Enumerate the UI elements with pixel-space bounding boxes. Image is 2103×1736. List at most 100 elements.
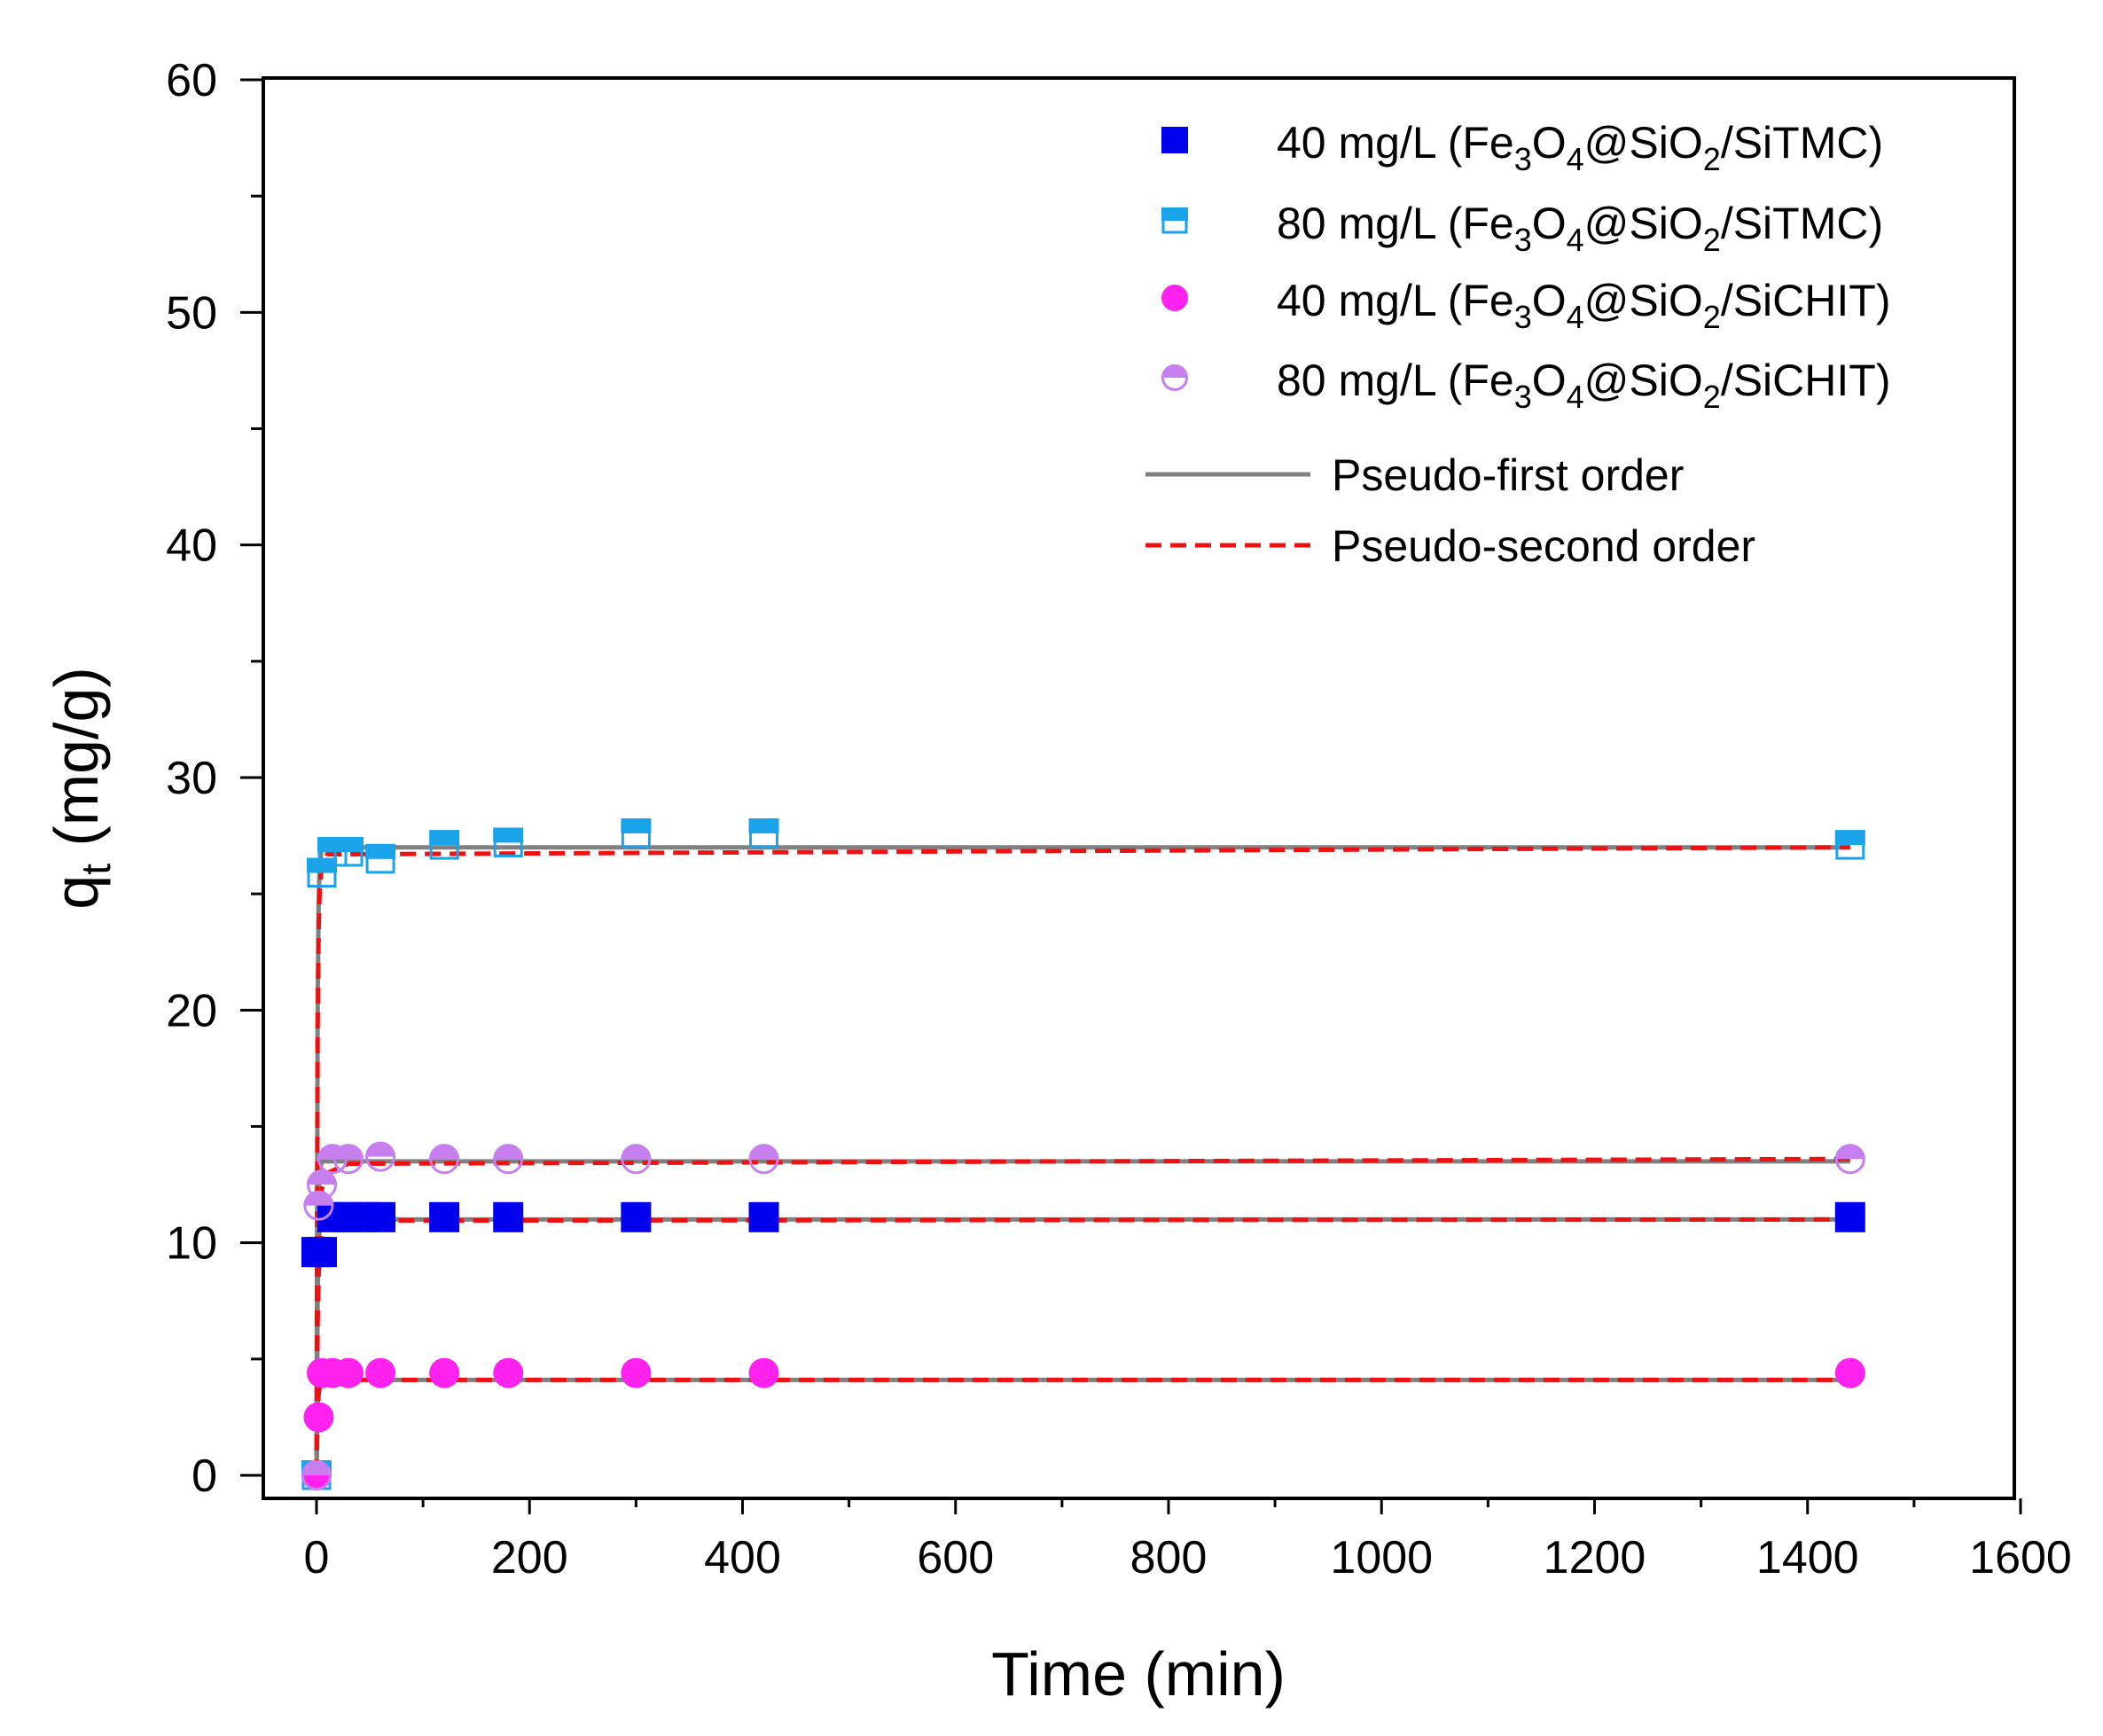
series-4-point <box>429 1144 460 1175</box>
series-4-point-outline <box>621 1144 652 1175</box>
x-tick-label: 1000 <box>1330 1532 1433 1584</box>
series-3-point <box>493 1357 524 1388</box>
series-4-point <box>333 1144 364 1175</box>
series-4-point-outline <box>303 1190 334 1221</box>
x-axis-title: Time (min) <box>991 1639 1286 1709</box>
series-2-point <box>621 817 652 848</box>
series-4-point <box>301 1460 332 1490</box>
series-2-point <box>429 830 460 860</box>
legend-label-part: 40 mg/L (Fe <box>1277 276 1514 325</box>
legend-label-part: 2 <box>1703 299 1721 335</box>
legend-marker-3 <box>1161 285 1188 311</box>
y-axis-title: qt (mg/g) <box>42 667 119 909</box>
series-3-point <box>1834 1357 1865 1388</box>
series-1-point <box>493 1201 524 1232</box>
legend-label-part: 2 <box>1703 222 1721 258</box>
series-2-point <box>333 836 364 867</box>
y-axis-title-unit: (mg/g) <box>42 667 111 864</box>
x-tick-label: 200 <box>491 1532 568 1584</box>
series-2-point-fill <box>748 817 779 833</box>
pseudo-second-order-curve <box>314 845 1850 1476</box>
legend-label-4: 80 mg/L (Fe3O4@SiO2/SiCHIT) <box>1277 356 1890 415</box>
legend-label-part: @SiO <box>1584 276 1703 325</box>
legend-label-part: /SiTMC) <box>1721 199 1883 248</box>
legend-label-2: 80 mg/L (Fe3O4@SiO2/SiTMC) <box>1277 199 1883 258</box>
series-2-point <box>493 827 524 857</box>
series-4-point-outline <box>493 1144 524 1175</box>
series-2-point-fill <box>365 843 396 859</box>
legend-label-part: 4 <box>1567 222 1584 258</box>
data-points <box>301 817 1865 1490</box>
legend-label-part: O <box>1532 356 1567 405</box>
legend-label-part: 80 mg/L (Fe <box>1277 199 1514 248</box>
series-2-point-fill <box>621 817 652 833</box>
x-tick-label: 1200 <box>1544 1532 1646 1584</box>
legend-label-part: 2 <box>1703 141 1721 177</box>
legend-label-fit-1: Pseudo-first order <box>1332 450 1684 500</box>
legend-label-part: 3 <box>1514 299 1532 335</box>
legend-label-part: 4 <box>1567 299 1584 335</box>
legend-label-part: /SiCHIT) <box>1721 276 1891 325</box>
series-2-point-fill <box>1834 830 1865 846</box>
y-tick-label: 0 <box>192 1451 217 1502</box>
series-3-point <box>333 1357 364 1388</box>
legend-marker-4-outline <box>1161 364 1188 391</box>
x-tick-label: 1600 <box>1969 1532 2072 1584</box>
legend-label-part: 2 <box>1703 379 1721 415</box>
x-tick-label: 800 <box>1130 1532 1208 1584</box>
legend-label-part: 4 <box>1567 379 1584 415</box>
series-2-point <box>365 843 396 874</box>
series-1-point <box>621 1201 652 1232</box>
legend-marker-4 <box>1161 364 1188 391</box>
legend-label-part: O <box>1532 276 1567 325</box>
plot-frame <box>262 76 2016 1500</box>
legend: 40 mg/L (Fe3O4@SiO2/SiTMC)80 mg/L (Fe3O4… <box>1145 118 1890 571</box>
series-4-point-outline <box>365 1141 396 1172</box>
series-1-point <box>365 1201 396 1232</box>
y-tick-label: 20 <box>166 985 217 1036</box>
series-3-point <box>365 1357 396 1388</box>
series-2-point-outline <box>749 818 779 848</box>
series-3-point <box>429 1357 460 1388</box>
series-2-point-outline <box>493 827 523 857</box>
series-4-point <box>493 1144 524 1175</box>
x-tick-label: 1400 <box>1756 1532 1859 1584</box>
y-tick-label: 30 <box>166 753 217 804</box>
legend-marker-2-fill <box>1161 207 1188 221</box>
y-tick-label: 50 <box>166 287 217 339</box>
legend-label-part: 3 <box>1514 141 1532 177</box>
legend-label-part: O <box>1532 199 1567 248</box>
series-1-point <box>307 1237 338 1268</box>
series-2-point-outline <box>429 830 459 860</box>
x-tick-label: 0 <box>304 1532 330 1584</box>
series-4-point <box>1834 1144 1865 1175</box>
series-2-point-outline <box>621 818 651 848</box>
series-2-point-fill <box>493 827 524 843</box>
series-2-point-outline <box>307 858 337 888</box>
series-2-point-outline <box>333 837 364 867</box>
legend-label-part: @SiO <box>1584 356 1703 405</box>
legend-marker-1 <box>1161 127 1188 153</box>
legend-marker-2 <box>1161 207 1188 234</box>
series-2-point-fill <box>333 836 364 852</box>
series-4-point-outline <box>429 1144 460 1175</box>
series-4-point-outline <box>333 1144 364 1175</box>
series-4-point <box>621 1144 652 1175</box>
legend-label-3: 40 mg/L (Fe3O4@SiO2/SiCHIT) <box>1277 276 1890 335</box>
series-4-point-outline <box>1834 1144 1865 1175</box>
series-1-point <box>748 1201 779 1232</box>
y-tick-label: 60 <box>166 55 217 106</box>
legend-label-part: 4 <box>1567 141 1584 177</box>
axes: 0 200 400 600 800 1000 1200 1400 1600 0 10 20 30 40 50… <box>166 55 2072 1584</box>
x-tick-label: 400 <box>704 1532 781 1584</box>
series-2-point-outline <box>365 844 395 874</box>
series-3-point <box>621 1357 652 1388</box>
legend-label-fit-2: Pseudo-second order <box>1332 521 1755 571</box>
y-axis-title-main: q <box>42 875 111 910</box>
legend-label-part: O <box>1532 118 1567 168</box>
series-4-point-outline <box>307 1169 338 1200</box>
legend-label-part: /SiTMC) <box>1721 118 1883 168</box>
legend-label-part: @SiO <box>1584 199 1703 248</box>
y-tick-label: 10 <box>166 1218 217 1270</box>
